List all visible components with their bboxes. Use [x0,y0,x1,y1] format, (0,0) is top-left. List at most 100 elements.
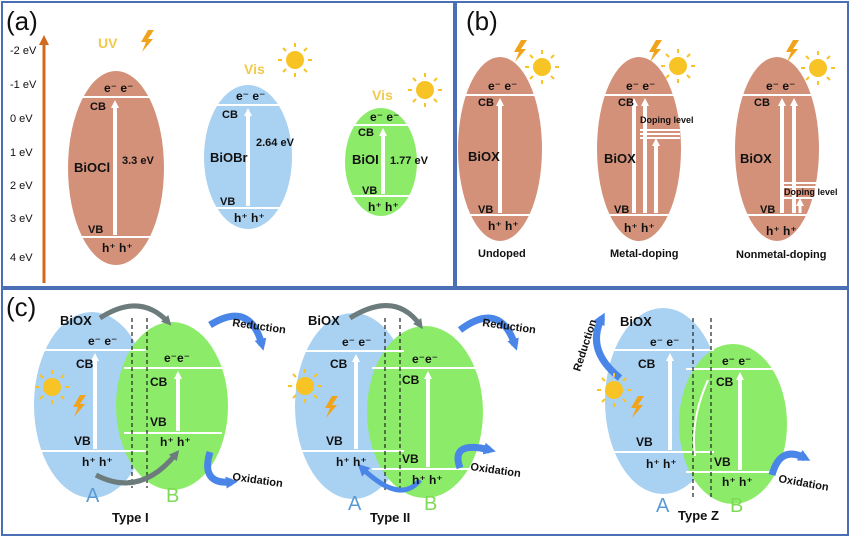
b-holes: h⁺ h⁺ [412,473,443,487]
lightning-icon [514,40,527,62]
scheme-title: BiOX [308,313,340,328]
panel-c-frame [1,288,849,536]
b-holes: h⁺ h⁺ [160,435,191,449]
bandgap-label: 2.64 eV [256,137,295,149]
energy-axis-ticks: -2 eV -1 eV 0 eV 1 eV 2 eV 3 eV 4 eV [10,45,37,264]
a-cb-label: CB [638,357,656,371]
axis-tick: 0 eV [10,113,33,125]
doping-level-label: Doping level [640,115,694,125]
b-vb-label: VB [714,455,731,469]
b-cb-label: CB [716,375,734,389]
caption-nonmetal-doping: Nonmetal-doping [736,249,826,261]
sun-icon [277,42,313,78]
bandgap-label: 1.77 eV [390,155,429,167]
holes-label: h⁺ h⁺ [102,241,133,255]
electrons-label: e⁻ e⁻ [766,79,795,93]
vb-label: VB [614,204,629,216]
b-holes: h⁺ h⁺ [722,475,753,489]
panel-a-label: (a) [6,6,38,36]
sun-icon [524,49,560,85]
metal-doping-ellipse [597,57,681,241]
material-name: BiOI [352,152,379,167]
label-a: A [656,495,670,517]
scheme-type-label: Type Z [678,508,719,523]
undoped-group: e⁻ e⁻ CB BiOX VB h⁺ h⁺ Undoped [458,40,560,260]
holes-label: h⁺ h⁺ [766,224,797,238]
label-a: A [348,493,362,515]
electrons-label: e⁻ e⁻ [236,89,265,103]
material-name: BiOX [468,149,500,164]
axis-tick: 3 eV [10,213,33,225]
type-z-scheme: BiOX e⁻ e⁻ CB VB h⁺ h⁺ e⁻ e⁻ CB VB h⁺ h⁺… [571,308,830,523]
sun-icon [800,50,836,86]
a-vb-label: VB [74,434,91,448]
a-holes: h⁺ h⁺ [336,455,367,469]
light-label-vis: Vis [372,87,393,103]
b-electrons: e⁻e⁻ [164,351,190,365]
panel-b-label: (b) [466,6,498,36]
nonmetal-doping-group: e⁻ e⁻ CB BiOX Doping level VB h⁺ h⁺ Nonm… [735,40,838,261]
cb-label: CB [618,97,634,109]
sun-icon [660,48,696,84]
electrons-label: e⁻ e⁻ [626,79,655,93]
sun-icon [407,72,443,108]
b-electrons: e⁻ e⁻ [722,354,751,368]
a-electrons: e⁻ e⁻ [650,335,679,349]
light-label-vis: Vis [244,61,265,77]
label-b: B [730,495,743,517]
a-vb-label: VB [636,435,653,449]
material-name: BiOBr [210,150,248,165]
caption-metal-doping: Metal-doping [610,248,678,260]
scheme-type-label: Type II [370,510,410,525]
a-electrons: e⁻ e⁻ [342,335,371,349]
axis-tick: 2 eV [10,180,33,192]
oxidation-label: Oxidation [777,473,829,494]
caption-undoped: Undoped [478,248,526,260]
cb-label: CB [358,127,374,139]
lightning-icon [786,40,799,62]
cb-label: CB [754,97,770,109]
label-a: A [86,485,100,507]
a-cb-label: CB [330,357,348,371]
semiconductor-b [116,322,228,490]
oxidation-label: Oxidation [470,461,522,480]
a-holes: h⁺ h⁺ [82,455,113,469]
cb-label: CB [90,101,106,113]
vb-label: VB [220,196,235,208]
type-ii-scheme: BiOX e⁻ e⁻ CB VB h⁺ h⁺ e⁻e⁻ CB VB h⁺ h⁺ … [287,303,537,525]
electrons-label: e⁻ e⁻ [104,81,133,95]
bandgap-label: 3.3 eV [122,155,154,167]
metal-doping-group: e⁻ e⁻ CB Doping level BiOX VB h⁺ h⁺ Meta… [597,40,696,260]
nonmetal-doping-ellipse [735,57,819,241]
material-name: BiOX [604,151,636,166]
holes-label: h⁺ h⁺ [368,200,399,214]
a-holes: h⁺ h⁺ [646,457,677,471]
a-electrons: e⁻ e⁻ [88,334,117,348]
scheme-title: BiOX [60,313,92,328]
type-i-scheme: BiOX e⁻ e⁻ CB VB h⁺ h⁺ e⁻e⁻ CB VB h⁺ h⁺ … [34,303,287,525]
bioi-group: Vis e⁻ e⁻ CB BiOI 1.77 eV VB h⁺ h⁺ [345,72,443,216]
lightning-icon [141,30,154,52]
cb-label: CB [478,97,494,109]
a-vb-label: VB [326,434,343,448]
biobr-group: Vis e⁻ e⁻ CB BiOBr 2.64 eV VB h⁺ h⁺ [204,42,313,229]
axis-tick: -2 eV [10,45,37,57]
bioclq-group: UV e⁻ e⁻ CB BiOCl 3.3 eV VB h⁺ h⁺ [68,30,164,265]
b-electrons: e⁻e⁻ [412,352,438,366]
electrons-label: e⁻ e⁻ [488,79,517,93]
cb-label: CB [222,109,238,121]
b-vb-label: VB [150,415,167,429]
b-vb-label: VB [402,452,419,466]
holes-label: h⁺ h⁺ [488,219,519,233]
vb-label: VB [478,204,493,216]
b-cb-label: CB [402,373,420,387]
oxidation-label: Oxidation [232,471,284,490]
label-b: B [166,485,179,507]
axis-tick: 1 eV [10,147,33,159]
vb-label: VB [760,204,775,216]
lightning-icon [649,40,662,62]
electrons-label: e⁻ e⁻ [370,110,399,124]
holes-label: h⁺ h⁺ [624,221,655,235]
panel-c-label: (c) [6,292,36,322]
